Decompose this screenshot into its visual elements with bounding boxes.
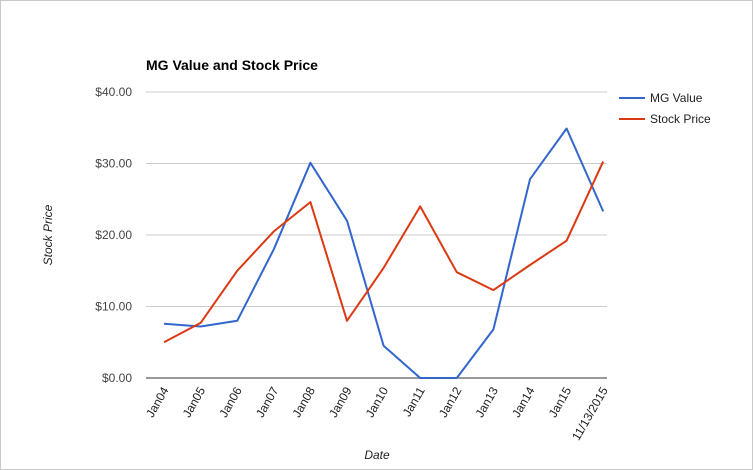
series-lines: [163, 127, 605, 379]
legend-label: Stock Price: [650, 112, 711, 126]
x-tick-label: Jan11: [400, 384, 428, 419]
x-axis-ticks: Jan04 Jan05 Jan06 Jan07 Jan08 Jan09 Jan10 Jan11…: [143, 384, 611, 443]
series-line-stock-price: [163, 160, 605, 344]
x-tick-label: Jan08: [290, 384, 319, 420]
x-tick-label: Jan07: [253, 384, 282, 420]
x-tick-label: Jan12: [436, 384, 465, 420]
x-tick-label: Jan09: [326, 384, 355, 420]
x-tick-label: Jan05: [180, 384, 209, 420]
chart-title: MG Value and Stock Price: [146, 57, 318, 73]
x-tick-label: Jan14: [509, 384, 538, 420]
x-axis-title: Date: [364, 448, 390, 462]
x-tick-label: Jan13: [473, 384, 502, 420]
gridlines: [146, 91, 607, 379]
legend-label: MG Value: [650, 91, 703, 105]
y-axis-ticks: $0.00 $10.00 $20.00 $30.00 $40.00: [95, 85, 132, 385]
y-tick-label: $40.00: [95, 85, 132, 99]
x-tick-label: Jan15: [546, 384, 575, 420]
x-tick-label: Jan06: [216, 384, 245, 420]
series-line-mg-value: [163, 127, 605, 379]
y-axis-title: Stock Price: [41, 204, 55, 265]
legend: MG Value Stock Price: [619, 91, 711, 126]
x-tick-label: Jan04: [143, 384, 172, 420]
y-tick-label: $20.00: [95, 228, 132, 242]
x-tick-label: 11/13/2015: [569, 384, 611, 443]
y-tick-label: $10.00: [95, 300, 132, 314]
y-tick-label: $0.00: [102, 371, 132, 385]
y-tick-label: $30.00: [95, 157, 132, 171]
x-tick-label: Jan10: [363, 384, 392, 420]
